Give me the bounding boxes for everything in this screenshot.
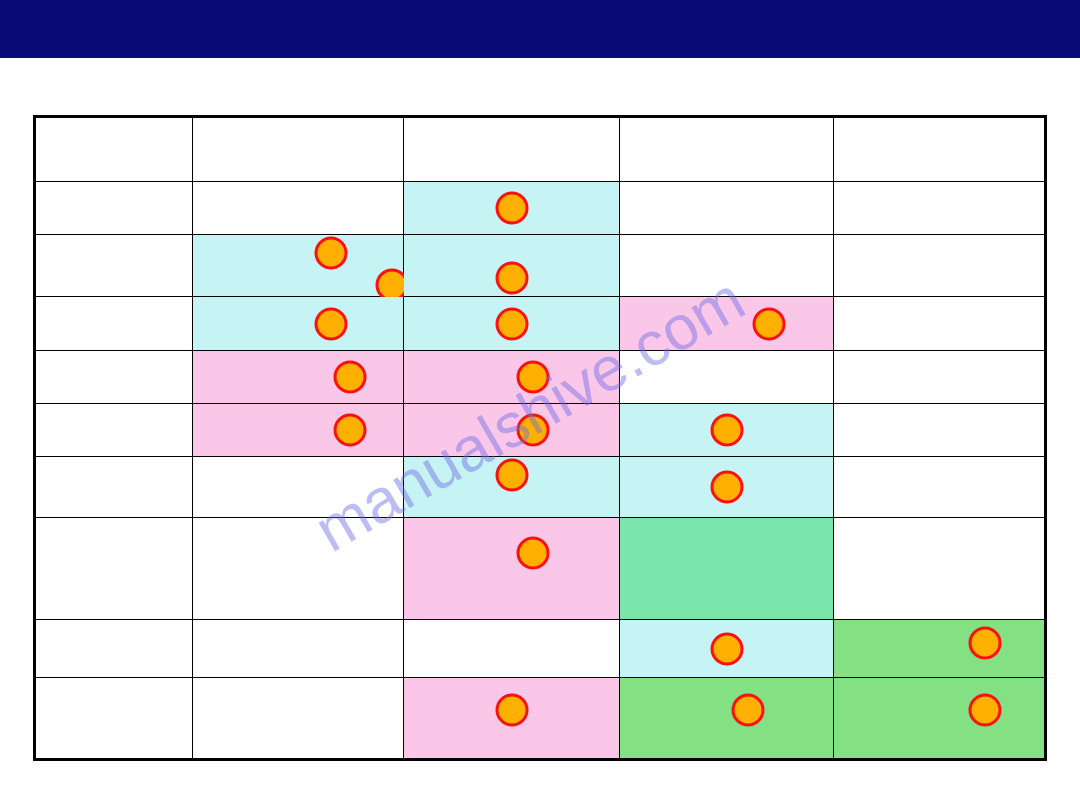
table-cell [620, 117, 833, 182]
table-row [35, 351, 1046, 404]
marker-icon [731, 694, 764, 727]
table-cell [620, 404, 833, 457]
table-cell [833, 351, 1045, 404]
table-cell [35, 235, 193, 297]
table-row [35, 620, 1046, 678]
table-cell [35, 351, 193, 404]
table-cell [620, 678, 833, 760]
marker-icon [969, 694, 1002, 727]
table-row [35, 117, 1046, 182]
marker-icon [495, 192, 528, 225]
table-cell [404, 235, 620, 297]
table-cell [192, 182, 403, 235]
table-row [35, 457, 1046, 518]
table-cell [404, 620, 620, 678]
table-row [35, 297, 1046, 351]
marker-icon [495, 459, 528, 492]
table-cell [833, 678, 1045, 760]
table-cell [192, 620, 403, 678]
table-row [35, 182, 1046, 235]
marker-icon [969, 626, 1002, 659]
table-cell [192, 351, 403, 404]
table-row [35, 404, 1046, 457]
table-container [33, 115, 1047, 750]
marker-icon [315, 237, 348, 270]
marker-icon [334, 414, 367, 447]
marker-icon [517, 414, 550, 447]
table-cell [833, 457, 1045, 518]
table-cell [404, 182, 620, 235]
marker-icon [710, 414, 743, 447]
table-cell [620, 518, 833, 620]
table-cell [35, 404, 193, 457]
table-cell [404, 457, 620, 518]
marker-icon [315, 307, 348, 340]
table-cell [404, 518, 620, 620]
table-cell [833, 404, 1045, 457]
marker-icon [495, 694, 528, 727]
table-cell [620, 235, 833, 297]
table-cell [35, 678, 193, 760]
table-cell [833, 518, 1045, 620]
marker-icon [495, 307, 528, 340]
marker-icon [495, 261, 528, 294]
table-cell [35, 182, 193, 235]
table-cell [35, 620, 193, 678]
marker-icon [752, 307, 785, 340]
table-cell [35, 518, 193, 620]
data-table [33, 115, 1047, 761]
table-cell [833, 297, 1045, 351]
table-cell [404, 351, 620, 404]
marker-icon [710, 471, 743, 504]
header-band [0, 0, 1080, 58]
table-cell [620, 297, 833, 351]
table-cell [833, 117, 1045, 182]
table-cell [35, 297, 193, 351]
table-cell [620, 351, 833, 404]
table-cell [620, 182, 833, 235]
table-cell [404, 117, 620, 182]
marker-icon [517, 537, 550, 570]
table-cell [833, 235, 1045, 297]
table-cell [192, 117, 403, 182]
table-cell [192, 678, 403, 760]
table-cell [404, 297, 620, 351]
table-cell [35, 457, 193, 518]
table-cell [833, 182, 1045, 235]
table-cell [404, 678, 620, 760]
table-cell [620, 457, 833, 518]
marker-icon [334, 361, 367, 394]
marker-icon [517, 361, 550, 394]
marker-icon [710, 632, 743, 665]
table-body [35, 117, 1046, 760]
table-cell [620, 620, 833, 678]
table-cell [192, 297, 403, 351]
table-cell [192, 404, 403, 457]
table-cell [35, 117, 193, 182]
table-cell [404, 404, 620, 457]
table-cell [192, 235, 403, 297]
table-row [35, 235, 1046, 297]
table-row [35, 518, 1046, 620]
table-cell [833, 620, 1045, 678]
table-cell [192, 518, 403, 620]
table-row [35, 678, 1046, 760]
table-cell [192, 457, 403, 518]
